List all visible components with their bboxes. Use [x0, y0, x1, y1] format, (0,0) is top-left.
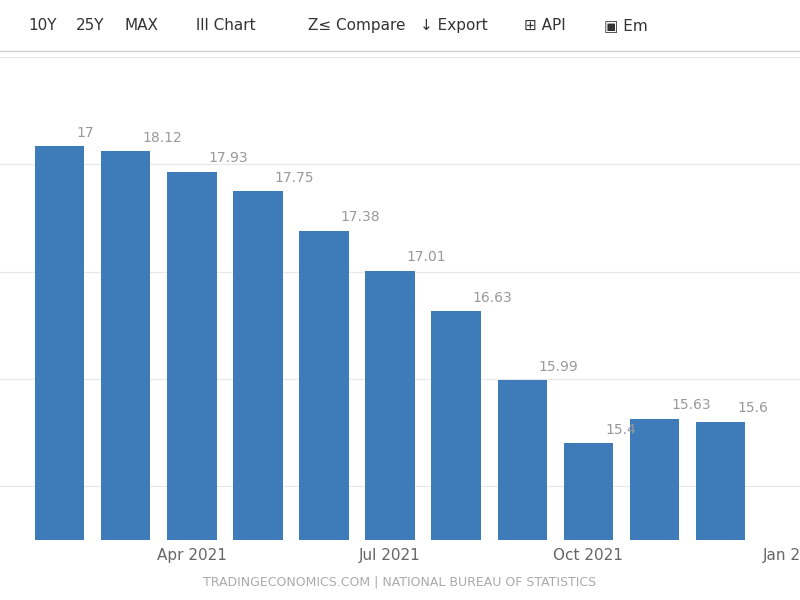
- Text: 15.4: 15.4: [605, 423, 636, 437]
- Text: 17.93: 17.93: [208, 151, 248, 166]
- Bar: [630, 419, 679, 600]
- Bar: [498, 380, 547, 600]
- Text: ⊞ API: ⊞ API: [524, 18, 566, 33]
- Text: 15.99: 15.99: [539, 359, 578, 374]
- Text: 18.12: 18.12: [142, 131, 182, 145]
- Text: 15.6: 15.6: [737, 401, 768, 415]
- Bar: [299, 231, 349, 600]
- Text: 16.63: 16.63: [473, 291, 513, 305]
- Text: 17.38: 17.38: [341, 211, 380, 224]
- Bar: [233, 191, 282, 600]
- Text: 17: 17: [76, 125, 94, 140]
- Text: MAX: MAX: [124, 18, 158, 33]
- Bar: [431, 311, 481, 600]
- Bar: [564, 443, 614, 600]
- Text: ▣ Em: ▣ Em: [604, 18, 648, 33]
- Text: ↓ Export: ↓ Export: [420, 18, 488, 33]
- Bar: [366, 271, 415, 600]
- Text: lll Chart: lll Chart: [196, 18, 256, 33]
- Text: 10Y: 10Y: [28, 18, 57, 33]
- Text: 17.01: 17.01: [406, 250, 446, 264]
- Text: 15.63: 15.63: [671, 398, 710, 412]
- Text: 17.75: 17.75: [274, 171, 314, 185]
- Text: 25Y: 25Y: [76, 18, 105, 33]
- Bar: [34, 146, 84, 600]
- Bar: [101, 151, 150, 600]
- Bar: [696, 422, 746, 600]
- Bar: [167, 172, 217, 600]
- Text: Z≤ Compare: Z≤ Compare: [308, 18, 406, 33]
- Text: TRADINGECONOMICS.COM | NATIONAL BUREAU OF STATISTICS: TRADINGECONOMICS.COM | NATIONAL BUREAU O…: [203, 575, 597, 588]
